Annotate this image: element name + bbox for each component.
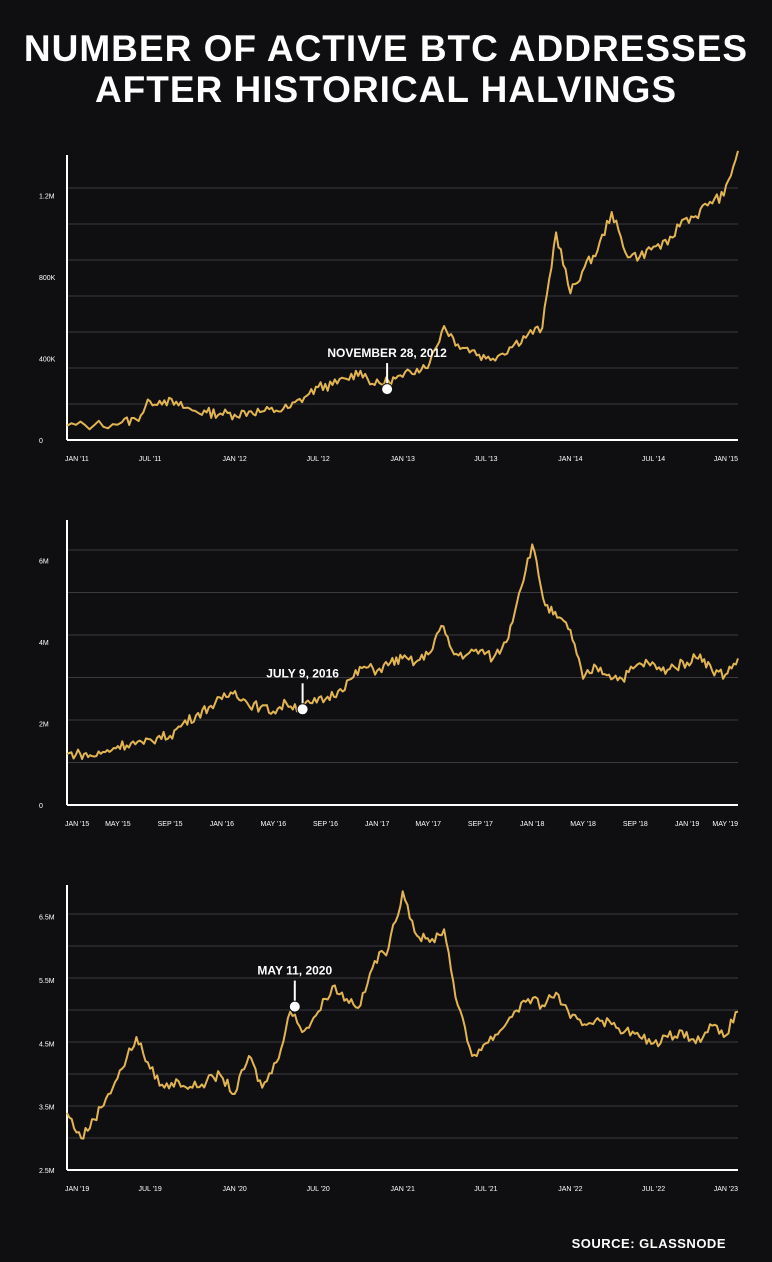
title-line-2: AFTER HISTORICAL HALVINGS — [94, 69, 678, 110]
x-tick-label: MAY '16 — [261, 821, 287, 828]
y-tick-label: 0 — [39, 803, 43, 810]
x-tick-label: JUL '20 — [307, 1186, 330, 1193]
x-tick-label: SEP '15 — [158, 821, 183, 828]
x-tick-label: JAN '23 — [714, 1186, 738, 1193]
x-tick-label: MAY '19 — [712, 821, 738, 828]
halving-marker — [296, 703, 309, 716]
x-tick-label: JAN '19 — [675, 821, 699, 828]
x-tick-label: JUL '12 — [307, 456, 330, 463]
title-line-1: NUMBER OF ACTIVE BTC ADDRESSES — [23, 28, 749, 69]
x-tick-label: MAY '17 — [415, 821, 441, 828]
x-tick-label: JAN '14 — [558, 456, 582, 463]
x-tick-label: MAY '15 — [105, 821, 131, 828]
x-tick-label: JAN '19 — [65, 1186, 89, 1193]
x-tick-label: JUL '14 — [642, 456, 665, 463]
series-line — [66, 890, 739, 1140]
x-tick-label: JAN '16 — [210, 821, 234, 828]
x-tick-label: JAN '15 — [714, 456, 738, 463]
halving-marker — [288, 1000, 301, 1013]
x-tick-label: JUL '19 — [138, 1186, 161, 1193]
x-tick-label: JUL '11 — [139, 456, 162, 463]
x-tick-label: JUL '22 — [642, 1186, 665, 1193]
halving-label: MAY 11, 2020 — [257, 964, 332, 978]
x-tick-label: JUL '21 — [474, 1186, 497, 1193]
halving-marker — [381, 383, 394, 396]
y-tick-label: 3.5M — [39, 1105, 55, 1112]
y-tick-label: 4M — [39, 640, 49, 647]
y-tick-label: 6M — [39, 559, 49, 566]
series-line — [66, 150, 739, 431]
y-tick-label: 400K — [39, 357, 56, 364]
x-tick-label: SEP '18 — [623, 821, 648, 828]
y-tick-label: 5.5M — [39, 978, 55, 985]
x-tick-label: JAN '12 — [222, 456, 246, 463]
y-tick-label: 0 — [39, 438, 43, 445]
series-line — [66, 543, 739, 760]
x-tick-label: JAN '18 — [520, 821, 544, 828]
source-credit: SOURCE: GLASSNODE — [571, 1236, 726, 1251]
y-tick-label: 1.2M — [39, 194, 55, 201]
y-tick-label: 2.5M — [39, 1168, 55, 1175]
y-tick-label: 6.5M — [39, 915, 55, 922]
x-tick-label: JUL '13 — [474, 456, 497, 463]
x-tick-label: JAN '17 — [365, 821, 389, 828]
x-tick-label: JAN '11 — [65, 456, 89, 463]
x-tick-label: SEP '17 — [468, 821, 493, 828]
x-tick-label: JAN '21 — [391, 1186, 415, 1193]
y-tick-label: 2M — [39, 722, 49, 729]
x-tick-label: SEP '16 — [313, 821, 338, 828]
halving-label: JULY 9, 2016 — [266, 666, 339, 680]
y-tick-label: 800K — [39, 275, 56, 282]
chart-title: NUMBER OF ACTIVE BTC ADDRESSES AFTER HIS… — [0, 28, 772, 110]
halving-label: NOVEMBER 28, 2012 — [327, 346, 447, 360]
y-tick-label: 4.5M — [39, 1041, 55, 1048]
x-tick-label: JAN '22 — [558, 1186, 582, 1193]
x-tick-label: JAN '15 — [65, 821, 89, 828]
x-tick-label: JAN '13 — [391, 456, 415, 463]
x-tick-label: MAY '18 — [570, 821, 596, 828]
x-tick-label: JAN '20 — [222, 1186, 246, 1193]
